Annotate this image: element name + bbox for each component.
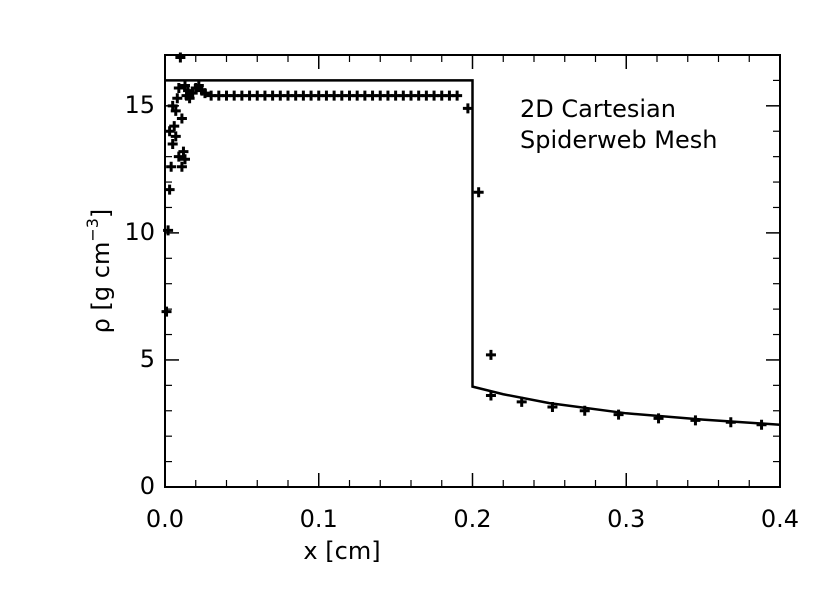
data-point <box>452 90 463 101</box>
data-point <box>164 184 175 195</box>
data-point <box>184 93 195 104</box>
y-tick-label: 10 <box>124 218 155 246</box>
x-tick-label: 0.2 <box>453 505 491 533</box>
x-axis-label: x [cm] <box>303 537 380 565</box>
data-point <box>193 80 204 91</box>
y-tick-label: 15 <box>124 91 155 119</box>
data-point <box>725 417 736 428</box>
data-point <box>199 88 210 99</box>
data-point <box>653 413 664 424</box>
data-point <box>173 83 184 94</box>
data-point <box>161 306 172 317</box>
x-tick-label: 0.4 <box>761 505 799 533</box>
data-point <box>473 187 484 198</box>
data-point <box>167 138 178 149</box>
y-label-base: ρ [g cm <box>87 242 115 334</box>
y-axis-label: ρ [g cm−3] <box>83 209 116 334</box>
data-point <box>170 131 181 142</box>
data-point <box>176 113 187 124</box>
data-point <box>164 126 175 137</box>
data-point <box>175 52 186 63</box>
y-tick-label: 5 <box>140 345 155 373</box>
y-tick-label: 0 <box>140 472 155 500</box>
data-point <box>179 154 190 165</box>
x-tick-label: 0.3 <box>607 505 645 533</box>
data-point <box>176 161 187 172</box>
y-label-sup: −3 <box>83 218 102 242</box>
data-point <box>170 105 181 116</box>
data-point <box>756 419 767 430</box>
data-point <box>178 146 189 157</box>
data-point <box>516 396 527 407</box>
data-point <box>167 100 178 111</box>
data-point <box>613 409 624 420</box>
x-tick-label: 0.1 <box>300 505 338 533</box>
data-point <box>579 405 590 416</box>
data-point <box>690 415 701 426</box>
data-point <box>163 225 174 236</box>
data-point <box>172 93 183 104</box>
data-point <box>485 349 496 360</box>
data-point <box>187 88 198 99</box>
data-point <box>169 121 180 132</box>
y-label-end: ] <box>87 209 115 218</box>
data-point <box>462 103 473 114</box>
annotation: Spiderweb Mesh <box>520 126 717 154</box>
data-point <box>179 80 190 91</box>
density-line <box>165 79 781 426</box>
x-tick-label: 0.0 <box>146 505 184 533</box>
annotation: 2D Cartesian <box>520 95 676 123</box>
data-point <box>166 161 177 172</box>
data-point <box>485 390 496 401</box>
data-point <box>173 151 184 162</box>
data-point <box>547 401 558 412</box>
